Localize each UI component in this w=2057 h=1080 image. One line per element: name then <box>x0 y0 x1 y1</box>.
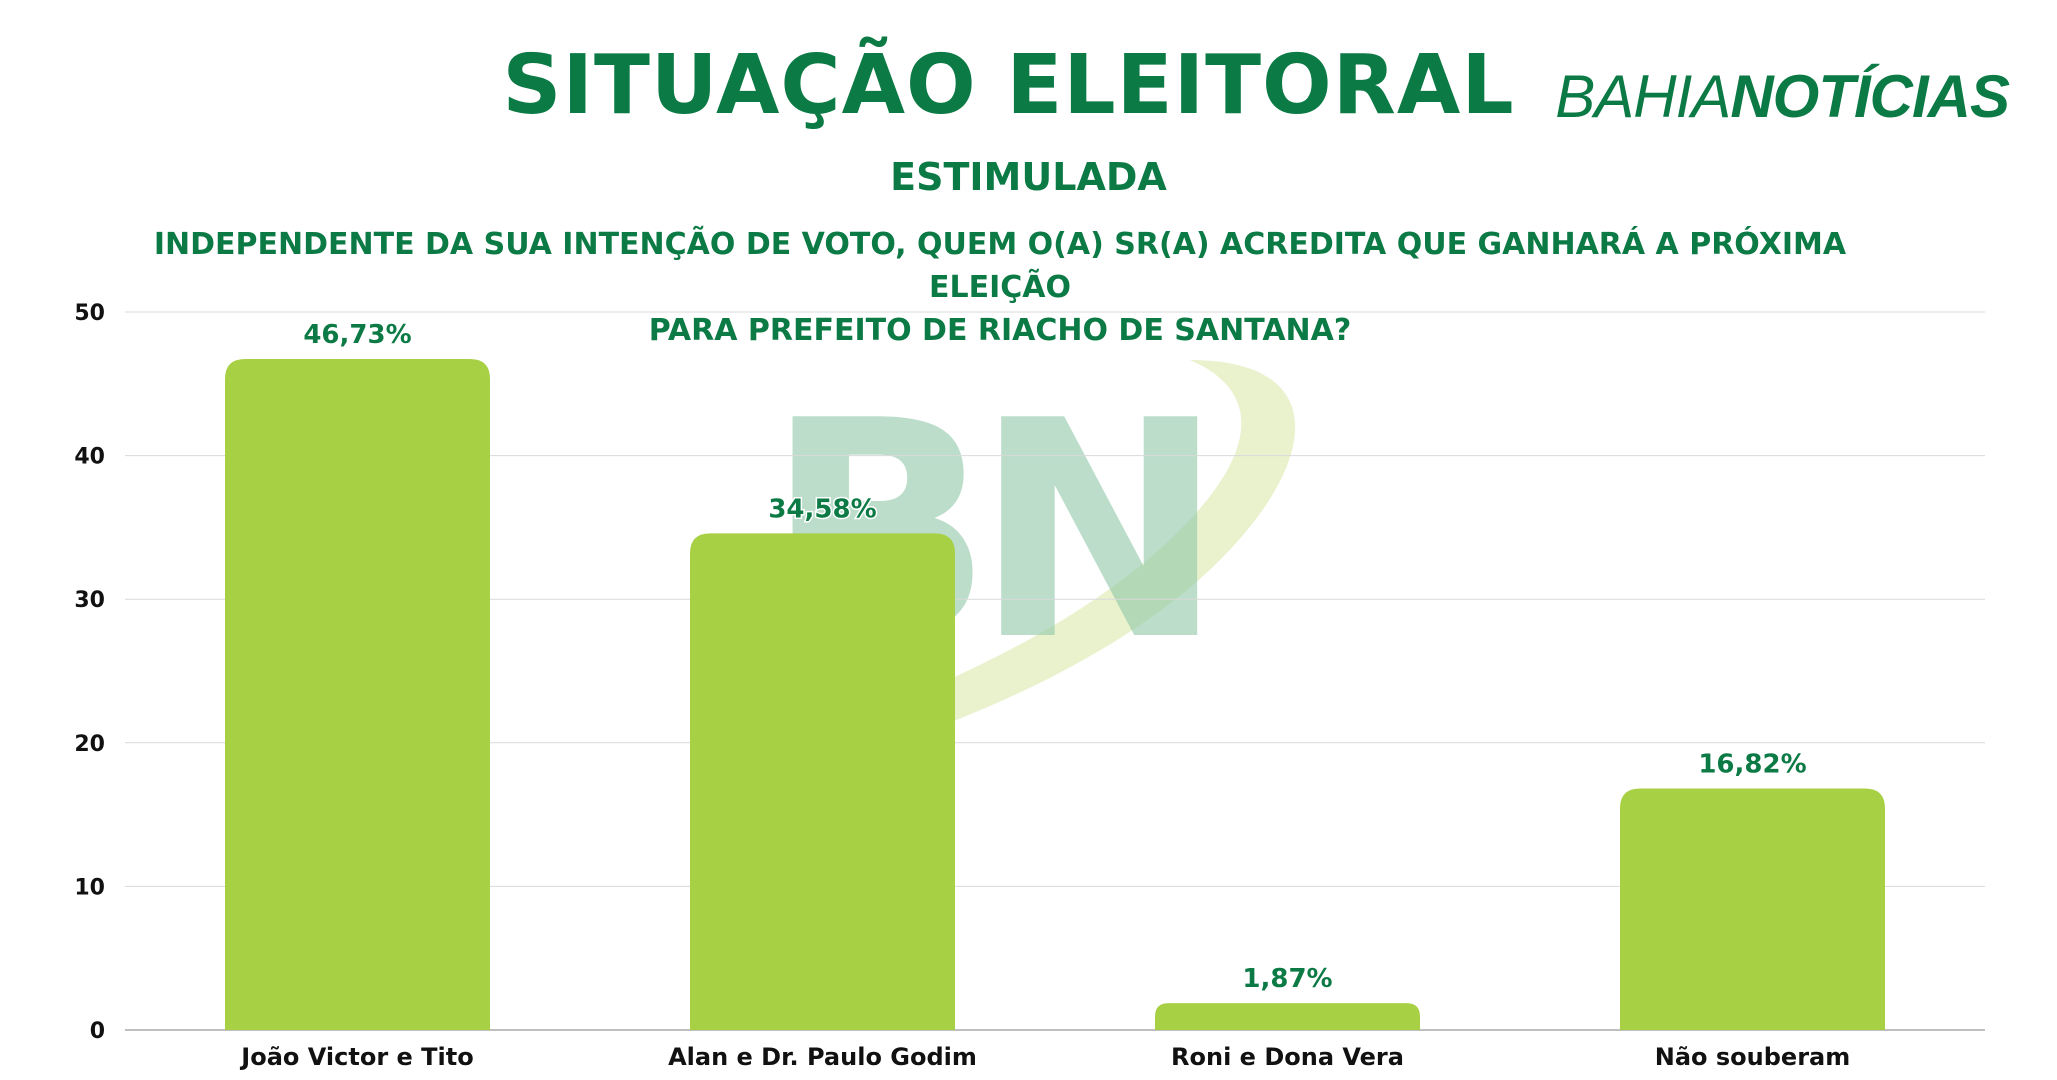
x-tick-label: Roni e Dona Vera <box>1171 1043 1404 1071</box>
logo-bold-text: NOTÍCIAS <box>1730 63 2010 130</box>
x-tick-label: João Victor e Tito <box>239 1043 473 1071</box>
x-axis: João Victor e Tito Alan e Dr. Paulo Godim… <box>239 1043 1850 1071</box>
y-tick-label: 30 <box>74 588 105 613</box>
y-tick-label: 0 <box>90 1019 105 1044</box>
data-label: 1,87% <box>1242 964 1332 994</box>
data-label: 34,58% <box>768 494 876 524</box>
bn-watermark-logo: BN <box>740 357 1296 780</box>
x-tick-label: Não souberam <box>1655 1043 1850 1071</box>
data-label: 16,82% <box>1698 749 1806 779</box>
bar <box>690 533 955 1030</box>
y-tick-label: 10 <box>74 875 105 900</box>
chart-title-text: SITUAÇÃO ELEITORAL <box>502 38 1515 133</box>
bar <box>225 358 490 1030</box>
bar <box>1155 1003 1420 1030</box>
y-tick-label: 50 <box>74 301 105 326</box>
x-tick-label: Alan e Dr. Paulo Godim <box>668 1043 977 1071</box>
survey-question: INDEPENDENTE DA SUA INTENÇÃO DE VOTO, QU… <box>150 223 1850 352</box>
data-labels: 46,73% 34,58% 1,87% 16,82% <box>302 318 1808 995</box>
y-tick-label: 20 <box>74 732 105 757</box>
bahia-noticias-logo: BAHIANOTÍCIAS <box>1555 62 2010 131</box>
data-label: 46,73% <box>303 320 411 350</box>
survey-question-line2: PARA PREFEITO DE RIACHO DE SANTANA? <box>648 313 1352 348</box>
y-tick-label: 40 <box>74 445 105 470</box>
chart-subtitle: ESTIMULADA <box>890 155 1167 199</box>
bar <box>1620 788 1885 1030</box>
survey-question-line1: INDEPENDENTE DA SUA INTENÇÃO DE VOTO, QU… <box>153 227 1847 305</box>
bars <box>225 358 1885 1030</box>
logo-light-text: BAHIA <box>1555 63 1731 130</box>
chart-title: SITUAÇÃO ELEITORAL <box>0 38 2057 133</box>
y-axis: 0 10 20 30 40 50 <box>74 301 105 1044</box>
